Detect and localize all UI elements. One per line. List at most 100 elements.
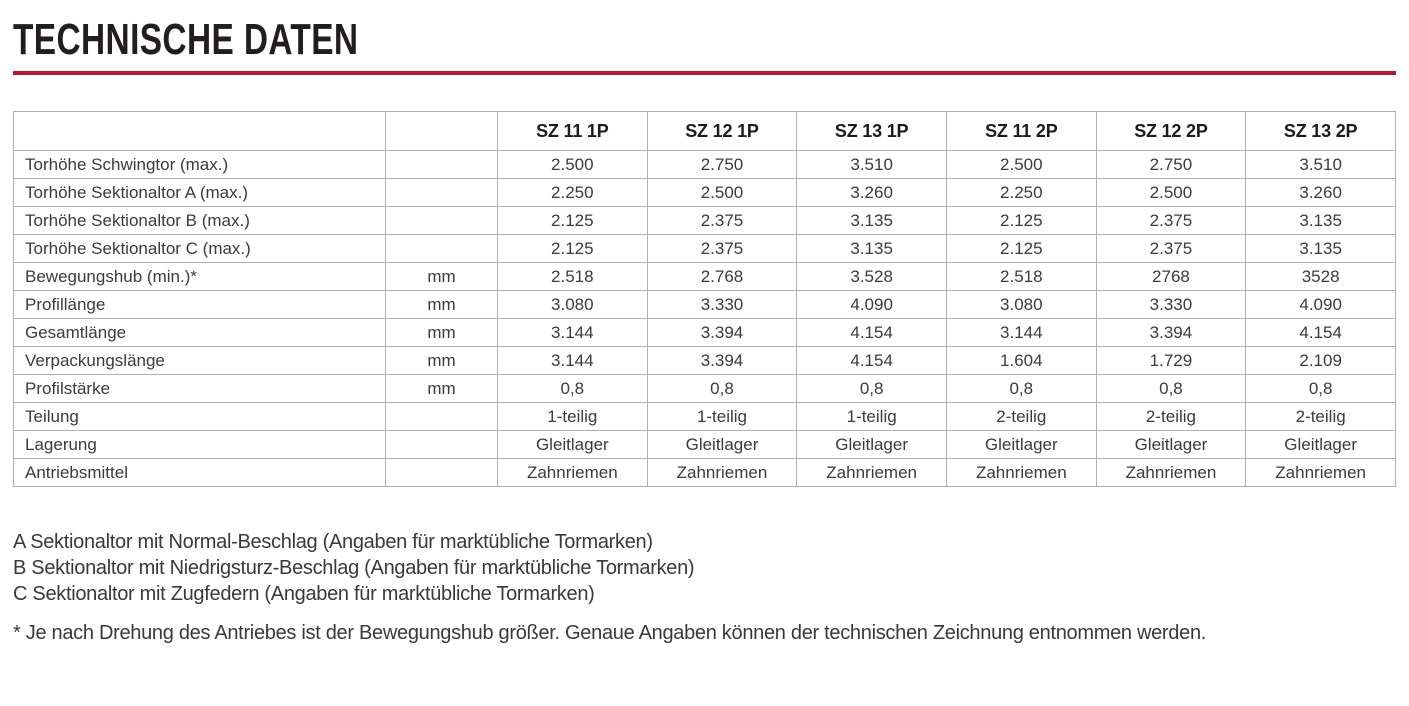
row-label: Bewegungshub (min.)*	[13, 262, 386, 291]
value-cell: 3.528	[796, 262, 947, 291]
footnotes: A Sektionaltor mit Normal-Beschlag (Anga…	[13, 529, 1396, 646]
value-cell: Zahnriemen	[646, 458, 798, 487]
value-cell: 1.604	[945, 346, 1097, 375]
column-header: SZ 11 1P	[497, 111, 648, 151]
value-cell: 2.750	[646, 150, 798, 179]
value-cell: 1-teilig	[646, 402, 798, 431]
row-label: Torhöhe Sektionaltor C (max.)	[13, 234, 386, 263]
header-cell-label	[13, 111, 386, 151]
row-label: Torhöhe Schwingtor (max.)	[13, 150, 386, 179]
row-unit	[385, 178, 498, 207]
table-row: Antriebsmittel Zahnriemen Zahnriemen Zahnri…	[13, 458, 1396, 487]
value-cell: 2.125	[497, 206, 648, 235]
asterisk-note: * Je nach Drehung des Antriebes ist der …	[13, 622, 1207, 644]
value-cell: 4.154	[796, 318, 947, 347]
row-label: Lagerung	[13, 430, 386, 459]
row-label: Torhöhe Sektionaltor A (max.)	[13, 178, 386, 207]
value-cell: 1-teilig	[497, 402, 648, 431]
table-row: Torhöhe Schwingtor (max.) 2.500 2.750 3.510…	[13, 150, 1396, 179]
value-cell: 3.144	[945, 318, 1097, 347]
value-cell: 3.144	[497, 346, 648, 375]
row-unit: mm	[385, 262, 498, 291]
value-cell: 2.375	[646, 206, 798, 235]
footnote-a: A Sektionaltor mit Normal-Beschlag (Anga…	[13, 531, 653, 553]
value-cell: 4.090	[796, 290, 947, 319]
value-cell: 4.154	[1245, 318, 1396, 347]
page-title: TECHNISCHE DATEN	[13, 15, 359, 64]
value-cell: 3.135	[796, 206, 947, 235]
value-cell: 2768	[1095, 262, 1247, 291]
table-row: Torhöhe Sektionaltor B (max.) 2.125 2.375 3…	[13, 206, 1396, 235]
row-unit	[385, 150, 498, 179]
row-label: Verpackungslänge	[13, 346, 386, 375]
table-body: Torhöhe Schwingtor (max.) 2.500 2.750 3.510…	[13, 150, 1396, 487]
value-cell: 2.768	[646, 262, 798, 291]
value-cell: 3.394	[1095, 318, 1247, 347]
page-header: TECHNISCHE DATEN	[13, 18, 1396, 75]
value-cell: 1-teilig	[796, 402, 947, 431]
value-cell: 3528	[1245, 262, 1396, 291]
table-row: Profilstärke mm 0,8 0,8 0,8 0,8 0,8 0,8	[13, 374, 1396, 403]
row-unit: mm	[385, 346, 498, 375]
table-header-row: SZ 11 1P SZ 12 1P SZ 13 1P SZ 11 2P SZ 12 2P…	[13, 111, 1396, 151]
value-cell: Gleitlager	[796, 430, 947, 459]
table-row: Gesamtlänge mm 3.144 3.394 4.154 3.144 3.394 4.…	[13, 318, 1396, 347]
value-cell: 0,8	[796, 374, 947, 403]
value-cell: 3.330	[1095, 290, 1247, 319]
value-cell: 2.375	[646, 234, 798, 263]
value-cell: 2.500	[945, 150, 1097, 179]
value-cell: 2.125	[497, 234, 648, 263]
value-cell: 3.135	[1245, 206, 1396, 235]
value-cell: 3.144	[497, 318, 648, 347]
value-cell: Gleitlager	[1095, 430, 1247, 459]
value-cell: Zahnriemen	[1245, 458, 1396, 487]
value-cell: 0,8	[646, 374, 798, 403]
column-header: SZ 13 1P	[796, 111, 947, 151]
value-cell: 0,8	[1245, 374, 1396, 403]
value-cell: Gleitlager	[497, 430, 648, 459]
value-cell: 3.135	[796, 234, 947, 263]
table-row: Bewegungshub (min.)* mm 2.518 2.768 3.528 2.5…	[13, 262, 1396, 291]
table-row: Torhöhe Sektionaltor A (max.) 2.250 2.500 3…	[13, 178, 1396, 207]
value-cell: 2.375	[1095, 206, 1247, 235]
table-head: SZ 11 1P SZ 12 1P SZ 13 1P SZ 11 2P SZ 12 2P…	[13, 111, 1396, 151]
value-cell: 3.510	[1245, 150, 1396, 179]
value-cell: 3.080	[497, 290, 648, 319]
value-cell: Zahnriemen	[796, 458, 947, 487]
value-cell: Gleitlager	[945, 430, 1097, 459]
row-label: Profilstärke	[13, 374, 386, 403]
value-cell: 3.510	[796, 150, 947, 179]
column-header: SZ 13 2P	[1245, 111, 1396, 151]
value-cell: 2-teilig	[1245, 402, 1396, 431]
value-cell: Zahnriemen	[1095, 458, 1247, 487]
column-header: SZ 12 1P	[646, 111, 798, 151]
value-cell: Zahnriemen	[945, 458, 1097, 487]
value-cell: 3.135	[1245, 234, 1396, 263]
value-cell: 2.750	[1095, 150, 1247, 179]
page: TECHNISCHE DATEN SZ 11 1P SZ 12 1P SZ 13 1…	[13, 18, 1396, 646]
value-cell: Gleitlager	[646, 430, 798, 459]
table-row: Verpackungslänge mm 3.144 3.394 4.154 1.604 1.…	[13, 346, 1396, 375]
row-label: Torhöhe Sektionaltor B (max.)	[13, 206, 386, 235]
value-cell: Zahnriemen	[497, 458, 648, 487]
column-header: SZ 12 2P	[1095, 111, 1247, 151]
row-label: Teilung	[13, 402, 386, 431]
value-cell: 3.260	[1245, 178, 1396, 207]
accent-rule	[13, 71, 1396, 75]
value-cell: 2.500	[1095, 178, 1247, 207]
row-unit	[385, 234, 498, 263]
value-cell: 2-teilig	[1095, 402, 1247, 431]
value-cell: 0,8	[497, 374, 648, 403]
value-cell: 3.260	[796, 178, 947, 207]
value-cell: 2.518	[945, 262, 1097, 291]
value-cell: 0,8	[1095, 374, 1247, 403]
header-cell-unit	[385, 111, 498, 151]
value-cell: 2.375	[1095, 234, 1247, 263]
row-unit	[385, 402, 498, 431]
table-row: Torhöhe Sektionaltor C (max.) 2.125 2.375 3…	[13, 234, 1396, 263]
value-cell: 0,8	[945, 374, 1097, 403]
row-unit: mm	[385, 290, 498, 319]
row-label: Profillänge	[13, 290, 386, 319]
footnote-b: B Sektionaltor mit Niedrigsturz-Beschlag…	[13, 557, 695, 579]
value-cell: 2.518	[497, 262, 648, 291]
